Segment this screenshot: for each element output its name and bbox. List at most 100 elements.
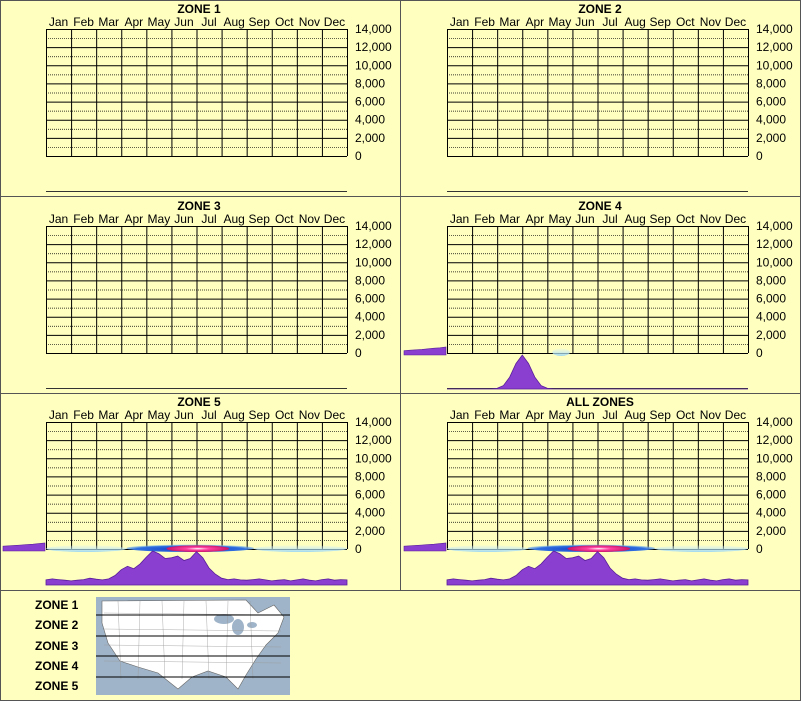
month-label: Sep — [650, 408, 672, 422]
month-label: Oct — [275, 15, 294, 29]
month-label: Jan — [450, 408, 469, 422]
month-label: Nov — [700, 15, 721, 29]
month-label: Sep — [650, 15, 672, 29]
chart-title: ALL ZONES — [566, 395, 634, 409]
month-label: Feb — [73, 212, 94, 226]
elevation-side-profile — [403, 346, 447, 356]
chart-panel-1: ZONE 1 Jan Feb Mar Apr May Jun Jul Aug Sep Oct Nov D… — [46, 2, 392, 192]
elevation-band-low — [552, 348, 570, 356]
y-tick-label: 4,000 — [756, 310, 786, 324]
month-label: Jul — [201, 408, 216, 422]
y-tick-label: 8,000 — [355, 76, 385, 90]
month-label: Jul — [201, 15, 216, 29]
month-label: Feb — [73, 15, 94, 29]
y-tick-label: 8,000 — [756, 469, 786, 483]
y-tick-label: 4,000 — [355, 310, 385, 324]
legend-zone-label: ZONE 1 — [35, 598, 79, 612]
chart-title: ZONE 4 — [578, 199, 622, 213]
map-state-border — [103, 660, 282, 664]
zone-legend: ZONE 1 ZONE 2 ZONE 3 ZONE 4 ZONE 5 — [35, 597, 290, 695]
y-tick-label: 2,000 — [756, 328, 786, 342]
month-label: Feb — [474, 212, 495, 226]
chart-title: ZONE 1 — [177, 2, 221, 16]
seasonal-profile-area — [447, 354, 748, 390]
month-label: Dec — [324, 15, 345, 29]
chart-title: ZONE 5 — [177, 395, 221, 409]
chart-title: ZONE 3 — [177, 199, 221, 213]
map-lake — [232, 619, 244, 635]
month-label: Aug — [624, 15, 645, 29]
y-tick-label: 0 — [355, 346, 362, 360]
month-label: Jan — [450, 212, 469, 226]
month-label: Jun — [575, 408, 594, 422]
map-state-border — [225, 600, 229, 680]
month-label: Dec — [725, 212, 746, 226]
month-label: May — [148, 212, 171, 226]
y-tick-label: 14,000 — [756, 22, 793, 36]
y-tick-label: 0 — [355, 542, 362, 556]
y-tick-label: 10,000 — [756, 255, 793, 269]
month-label: Nov — [299, 408, 320, 422]
month-label: Aug — [624, 408, 645, 422]
month-label: Jun — [174, 15, 193, 29]
month-label: Jul — [602, 408, 617, 422]
y-tick-label: 0 — [756, 346, 763, 360]
month-label: Apr — [124, 15, 143, 29]
chart-title: ZONE 2 — [578, 2, 622, 16]
month-label: Sep — [249, 212, 271, 226]
map-state-border — [137, 600, 141, 680]
y-tick-label: 2,000 — [355, 131, 385, 145]
y-tick-label: 6,000 — [756, 95, 786, 109]
month-label: Nov — [700, 212, 721, 226]
elevation-side-profile — [403, 542, 447, 552]
month-label: Apr — [124, 408, 143, 422]
month-label: Aug — [624, 212, 645, 226]
month-label: May — [549, 408, 572, 422]
month-label: Aug — [223, 212, 244, 226]
y-tick-label: 2,000 — [355, 328, 385, 342]
month-label: Mar — [499, 212, 520, 226]
month-label: Jul — [602, 15, 617, 29]
elevation-band-low — [447, 545, 528, 553]
y-tick-label: 10,000 — [355, 58, 392, 72]
map-state-border — [117, 600, 122, 680]
y-tick-label: 2,000 — [355, 524, 385, 538]
y-tick-label: 14,000 — [756, 415, 793, 429]
chart-panel-2: ZONE 2 Jan Feb Mar Apr May Jun Jul Aug Sep Oct Nov D… — [447, 2, 793, 192]
y-tick-label: 8,000 — [756, 76, 786, 90]
month-label: Jun — [575, 212, 594, 226]
month-label: Feb — [474, 408, 495, 422]
chart-panel-4: ZONE 4 Jan Feb Mar Apr May Jun Jul Aug Sep Oct Nov D… — [403, 199, 793, 390]
month-label: Oct — [676, 212, 695, 226]
y-tick-label: 0 — [756, 149, 763, 163]
seasonal-profile-area — [446, 550, 749, 586]
month-label: Oct — [676, 15, 695, 29]
y-tick-label: 8,000 — [355, 273, 385, 287]
month-label: May — [549, 212, 572, 226]
month-label: Sep — [650, 212, 672, 226]
month-label: Aug — [223, 15, 244, 29]
month-label: Apr — [525, 212, 544, 226]
chart-panel-6: ALL ZONES Jan Feb Mar Apr May Jun Jul Aug Sep Oct N… — [403, 395, 793, 586]
y-tick-label: 8,000 — [756, 273, 786, 287]
chart-panel-3: ZONE 3 Jan Feb Mar Apr May Jun Jul Aug Sep Oct Nov D… — [46, 199, 392, 389]
y-tick-label: 12,000 — [756, 40, 793, 54]
y-tick-label: 8,000 — [355, 469, 385, 483]
y-tick-label: 10,000 — [355, 255, 392, 269]
y-tick-label: 12,000 — [355, 40, 392, 54]
month-label: Jun — [575, 15, 594, 29]
elevation-band-low — [254, 545, 347, 553]
month-label: May — [148, 15, 171, 29]
y-tick-label: 10,000 — [756, 58, 793, 72]
month-label: Sep — [249, 408, 271, 422]
month-label: May — [148, 408, 171, 422]
month-label: Jan — [49, 408, 68, 422]
month-label: Mar — [98, 15, 119, 29]
month-label: Aug — [223, 408, 244, 422]
y-tick-label: 10,000 — [355, 451, 392, 465]
month-label: Apr — [124, 212, 143, 226]
month-label: Apr — [525, 408, 544, 422]
map-lake — [247, 622, 257, 628]
